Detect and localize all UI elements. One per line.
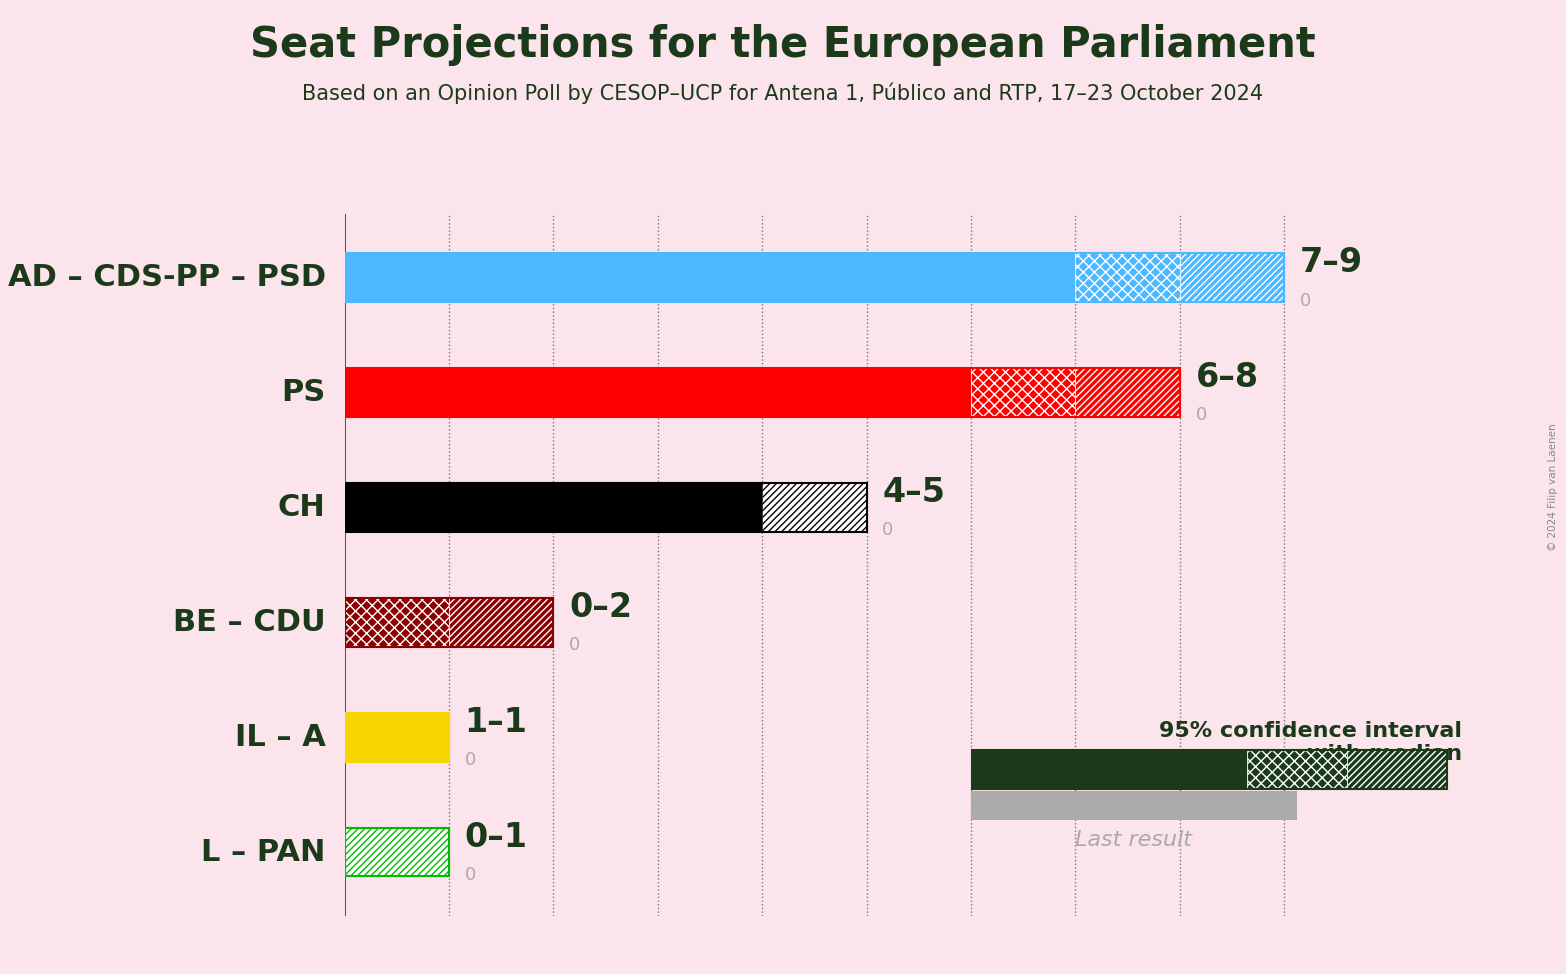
Bar [345, 253, 1284, 302]
Text: Based on an Opinion Poll by CESOP–UCP for Antena 1, Público and RTP, 17–23 Octob: Based on an Opinion Poll by CESOP–UCP fo… [302, 83, 1264, 104]
Text: 95% confidence interval
with median: 95% confidence interval with median [1159, 721, 1463, 764]
Bar [1247, 750, 1347, 789]
Text: L – PAN: L – PAN [202, 838, 326, 867]
Bar [971, 750, 1447, 789]
Text: 0: 0 [465, 751, 476, 769]
Text: 0–2: 0–2 [568, 591, 633, 624]
Text: PS: PS [282, 378, 326, 407]
Text: 6–8: 6–8 [1195, 361, 1259, 394]
Bar [345, 598, 449, 647]
Bar [1076, 253, 1179, 302]
Text: Last result: Last result [1076, 830, 1192, 849]
Bar [345, 253, 1076, 302]
Bar [1179, 253, 1284, 302]
Bar [345, 828, 449, 877]
Bar [345, 368, 971, 417]
Text: CH: CH [279, 493, 326, 522]
Bar [345, 483, 763, 532]
Bar [763, 483, 866, 532]
Bar [971, 368, 1076, 417]
Text: Seat Projections for the European Parliament: Seat Projections for the European Parlia… [251, 24, 1315, 66]
Text: 0: 0 [1300, 291, 1311, 310]
Text: 0: 0 [882, 521, 894, 540]
Bar [1076, 368, 1179, 417]
Text: 0: 0 [568, 636, 581, 655]
Text: 0–1: 0–1 [465, 821, 528, 854]
Bar [1347, 750, 1447, 789]
Bar [971, 750, 1247, 789]
Text: © 2024 Filip van Laenen: © 2024 Filip van Laenen [1549, 423, 1558, 551]
Bar [345, 713, 449, 762]
Text: 0: 0 [465, 866, 476, 884]
Text: AD – CDS-PP – PSD: AD – CDS-PP – PSD [8, 263, 326, 292]
Text: 0: 0 [1195, 406, 1207, 425]
Text: 7–9: 7–9 [1300, 246, 1362, 280]
Bar [345, 713, 449, 762]
Bar [449, 598, 553, 647]
Bar [345, 828, 449, 877]
Text: IL – A: IL – A [235, 723, 326, 752]
Bar [345, 368, 1179, 417]
Bar [345, 598, 553, 647]
Bar [971, 791, 1297, 820]
Bar [345, 483, 866, 532]
Text: 4–5: 4–5 [882, 476, 946, 509]
Text: 1–1: 1–1 [465, 706, 528, 739]
Text: BE – CDU: BE – CDU [174, 608, 326, 637]
